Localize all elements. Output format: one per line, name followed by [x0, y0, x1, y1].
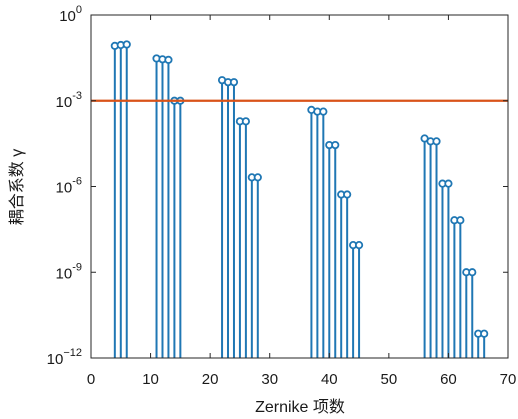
x-tick-label: 50	[381, 371, 398, 388]
stem-marker	[343, 190, 352, 199]
x-tick-label: 30	[261, 371, 278, 388]
stem-marker	[432, 137, 441, 146]
stem-marker	[164, 55, 173, 64]
x-tick-label: 70	[500, 371, 517, 388]
x-tick-label: 0	[87, 371, 95, 388]
stem-marker	[122, 40, 131, 49]
y-tick-label: 10-6	[56, 176, 82, 197]
y-tick-label: 10−12	[47, 347, 82, 368]
stem-marker	[444, 179, 453, 188]
y-tick-label: 100	[59, 4, 82, 25]
x-axis-title: Zernike 项数	[255, 398, 345, 416]
y-tick-label: 10-9	[56, 261, 82, 282]
x-tick-label: 20	[202, 371, 219, 388]
stem-marker	[480, 329, 489, 338]
stem-series	[110, 40, 489, 358]
stem-marker	[331, 140, 340, 150]
stem-marker	[468, 268, 477, 277]
y-axis: 100 10-3 10-6 10-9 10−12	[47, 4, 508, 368]
stem-marker	[253, 173, 262, 182]
stem-marker	[241, 117, 250, 126]
x-axis: 0 10 20 30 40 50 60 70	[87, 15, 517, 388]
y-axis-title: 耦合系数 γ	[8, 149, 26, 225]
stem-marker	[319, 107, 328, 116]
stem-marker	[229, 78, 239, 87]
stem-marker	[354, 240, 364, 250]
x-tick-label: 40	[321, 371, 338, 388]
x-tick-label: 60	[440, 371, 457, 388]
stem-marker	[456, 216, 465, 225]
y-tick-label: 10-3	[56, 90, 82, 111]
x-tick-label: 10	[142, 371, 159, 388]
plot-area-frame	[90, 14, 509, 359]
